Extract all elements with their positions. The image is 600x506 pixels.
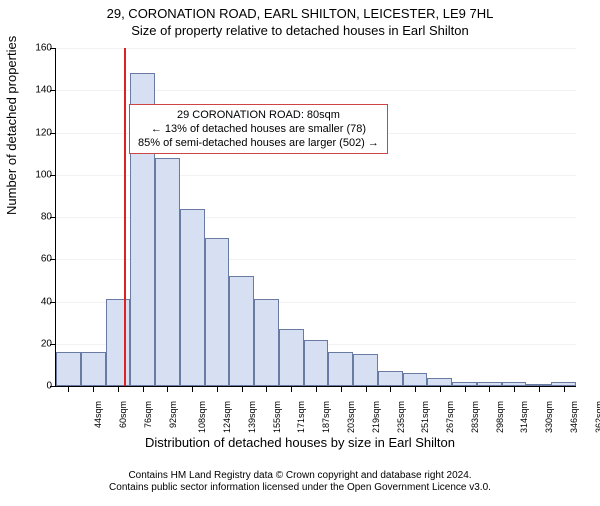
x-tick-label: 298sqm [495, 401, 505, 433]
x-tick-label: 362sqm [594, 401, 600, 433]
x-axis-label: Distribution of detached houses by size … [0, 435, 600, 450]
x-tick-label: 139sqm [247, 401, 257, 433]
histogram-bar [427, 378, 452, 386]
x-tick [514, 386, 515, 392]
x-tick [366, 386, 367, 392]
histogram-bar [81, 352, 106, 386]
y-tick-label: 80 [41, 212, 52, 223]
x-tick [539, 386, 540, 392]
histogram-bar [328, 352, 353, 386]
x-tick-label: 171sqm [297, 401, 307, 433]
x-tick-label: 283sqm [470, 401, 480, 433]
histogram-bar [353, 354, 378, 386]
annotation-line-3: 85% of semi-detached houses are larger (… [138, 136, 379, 150]
histogram-bar [180, 209, 205, 386]
x-tick [143, 386, 144, 392]
histogram-bar [304, 340, 329, 386]
histogram-bar [279, 329, 304, 386]
y-tick-label: 140 [35, 85, 52, 96]
x-tick [242, 386, 243, 392]
x-tick [564, 386, 565, 392]
x-tick-label: 108sqm [197, 401, 207, 433]
histogram-bar [106, 299, 131, 386]
x-tick-label: 155sqm [272, 401, 282, 433]
x-tick-label: 346sqm [569, 401, 579, 433]
x-tick-label: 203sqm [346, 401, 356, 433]
x-tick [489, 386, 490, 392]
y-tick-label: 160 [35, 43, 52, 54]
y-axis-label: Number of detached properties [4, 36, 19, 215]
gridline [56, 48, 576, 49]
x-tick-label: 76sqm [143, 401, 153, 428]
x-tick [93, 386, 94, 392]
x-tick-label: 235sqm [396, 401, 406, 433]
annotation-line-1: 29 CORONATION ROAD: 80sqm [138, 108, 379, 122]
x-tick-label: 44sqm [93, 401, 103, 428]
footer-line-1: Contains HM Land Registry data © Crown c… [0, 470, 600, 482]
x-tick [390, 386, 391, 392]
x-tick [291, 386, 292, 392]
marker-annotation-box: 29 CORONATION ROAD: 80sqm ← 13% of detac… [129, 104, 388, 154]
histogram-bar [403, 373, 428, 386]
chart-title-main: 29, CORONATION ROAD, EARL SHILTON, LEICE… [0, 6, 600, 21]
y-tick-label: 120 [35, 127, 52, 138]
chart-title-sub: Size of property relative to detached ho… [0, 23, 600, 38]
x-tick [440, 386, 441, 392]
x-tick-label: 92sqm [168, 401, 178, 428]
x-tick-label: 314sqm [519, 401, 529, 433]
x-tick [217, 386, 218, 392]
histogram-bar [205, 238, 230, 386]
x-tick [266, 386, 267, 392]
y-tick-label: 60 [41, 254, 52, 265]
x-tick-label: 60sqm [118, 401, 128, 428]
chart-plot-area: 29 CORONATION ROAD: 80sqm ← 13% of detac… [55, 48, 576, 387]
x-tick [192, 386, 193, 392]
x-tick-label: 330sqm [544, 401, 554, 433]
x-tick-label: 187sqm [321, 401, 331, 433]
x-tick [118, 386, 119, 392]
x-tick-label: 267sqm [445, 401, 455, 433]
y-tick-label: 40 [41, 296, 52, 307]
histogram-bar [229, 276, 254, 386]
x-tick [68, 386, 69, 392]
x-tick [316, 386, 317, 392]
histogram-bar [378, 371, 403, 386]
x-tick [465, 386, 466, 392]
footer-attribution: Contains HM Land Registry data © Crown c… [0, 470, 600, 494]
y-tick-label: 0 [46, 381, 52, 392]
x-tick-label: 219sqm [371, 401, 381, 433]
histogram-bar [56, 352, 81, 386]
histogram-bar [155, 158, 180, 386]
property-marker-line [124, 48, 126, 386]
x-tick-label: 251sqm [420, 401, 430, 433]
y-tick-label: 20 [41, 338, 52, 349]
x-tick [167, 386, 168, 392]
y-tick-label: 100 [35, 169, 52, 180]
histogram-bar [254, 299, 279, 386]
x-tick [341, 386, 342, 392]
annotation-line-2: ← 13% of detached houses are smaller (78… [138, 122, 379, 136]
x-tick-label: 124sqm [222, 401, 232, 433]
footer-line-2: Contains public sector information licen… [0, 482, 600, 494]
x-tick [415, 386, 416, 392]
